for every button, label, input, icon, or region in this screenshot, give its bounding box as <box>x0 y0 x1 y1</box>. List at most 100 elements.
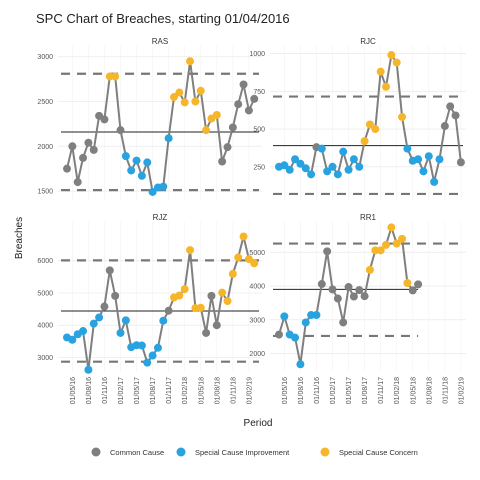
point-special-concern <box>376 246 385 255</box>
legend: Common Cause Special Cause Improvement Spe… <box>91 447 418 457</box>
point-common-cause <box>111 291 120 300</box>
point-special-improvement <box>291 155 300 164</box>
point-special-concern <box>223 297 232 306</box>
chart-title: SPC Chart of Breaches, starting 01/04/20… <box>36 11 290 26</box>
point-special-improvement <box>333 170 342 179</box>
legend-marker <box>91 447 101 457</box>
legend-label: Special Cause Improvement <box>195 448 290 457</box>
point-common-cause <box>228 123 237 132</box>
point-special-improvement <box>159 316 168 325</box>
point-special-concern <box>186 57 195 66</box>
point-special-improvement <box>349 155 358 164</box>
panels: RAS 1500 2000 2500 3000 RJC 250 500 750 1000 RJZ 30… <box>37 37 466 404</box>
point-special-improvement <box>414 155 423 164</box>
x-tick-label: 01/05/17 <box>134 377 141 404</box>
point-special-improvement <box>301 164 310 173</box>
point-special-concern <box>376 67 385 76</box>
point-common-cause <box>84 138 93 147</box>
point-special-improvement <box>137 341 146 350</box>
point-special-concern <box>218 288 227 297</box>
point-special-improvement <box>127 166 136 175</box>
point-special-concern <box>365 120 374 129</box>
point-special-improvement <box>89 319 98 328</box>
point-common-cause <box>79 153 88 162</box>
x-tick-label: 01/11/17 <box>378 377 385 404</box>
x-tick-label: 01/11/16 <box>102 377 109 404</box>
point-special-improvement <box>424 152 433 161</box>
point-special-concern <box>403 279 412 288</box>
point-common-cause <box>414 280 423 289</box>
point-common-cause <box>244 106 253 115</box>
point-special-concern <box>387 51 396 60</box>
point-special-improvement <box>79 327 88 336</box>
point-special-improvement <box>143 358 152 367</box>
point-common-cause <box>164 306 173 315</box>
point-special-improvement <box>137 171 146 180</box>
point-special-improvement <box>419 167 428 176</box>
point-common-cause <box>68 142 77 151</box>
point-special-improvement <box>159 182 168 191</box>
point-special-improvement <box>430 177 439 186</box>
x-tick-label: 01/02/19 <box>246 377 253 404</box>
point-common-cause <box>360 292 369 301</box>
point-special-concern <box>392 239 401 248</box>
point-common-cause <box>116 126 125 135</box>
point-special-improvement <box>435 155 444 164</box>
series-line <box>278 52 462 183</box>
panel-rr1: RR1 2000 3000 4000 5000 <box>249 213 466 372</box>
y-tick-label: 750 <box>253 89 265 96</box>
point-special-improvement <box>84 365 93 374</box>
x-tick-label: 01/05/16 <box>282 377 289 404</box>
point-common-cause <box>212 321 221 330</box>
y-tick-label: 250 <box>253 164 265 171</box>
point-special-concern <box>170 93 178 102</box>
point-common-cause <box>89 145 98 154</box>
point-common-cause <box>223 143 232 152</box>
x-tick-label: 01/05/18 <box>198 377 205 404</box>
point-special-concern <box>398 234 407 243</box>
point-special-improvement <box>280 161 289 170</box>
point-common-cause <box>317 280 326 289</box>
x-tick-label: 01/11/18 <box>230 377 237 404</box>
point-special-concern <box>382 82 390 91</box>
point-special-improvement <box>317 144 326 153</box>
panel-rjz: RJZ 3000 4000 5000 6000 <box>37 213 262 374</box>
point-special-improvement <box>148 187 157 196</box>
point-common-cause <box>207 291 216 300</box>
x-tick-label: 01/08/16 <box>298 377 305 404</box>
y-tick-label: 1500 <box>37 189 53 196</box>
point-special-improvement <box>285 165 294 174</box>
point-special-concern <box>196 303 205 312</box>
point-special-concern <box>360 137 369 146</box>
x-tick-label: 01/02/19 <box>458 377 465 404</box>
x-tick-label: 01/08/17 <box>150 377 157 404</box>
point-common-cause <box>446 102 455 111</box>
point-special-concern <box>392 58 401 67</box>
point-special-concern <box>228 269 237 278</box>
point-special-concern <box>382 240 390 249</box>
point-special-concern <box>180 98 189 107</box>
point-common-cause <box>239 80 248 89</box>
point-special-improvement <box>148 351 157 360</box>
point-common-cause <box>323 247 332 256</box>
point-common-cause <box>355 286 364 295</box>
point-special-improvement <box>312 311 321 320</box>
point-special-improvement <box>95 313 104 322</box>
point-common-cause <box>440 122 449 131</box>
y-tick-label: 5000 <box>249 250 265 257</box>
point-special-improvement <box>339 147 348 156</box>
panel-label: RJC <box>360 37 376 46</box>
point-special-concern <box>180 285 189 294</box>
panel-rjc: RJC 250 500 750 1000 <box>249 37 466 200</box>
x-tick-label: 01/08/18 <box>426 377 433 404</box>
x-tick-label: 01/02/18 <box>182 377 189 404</box>
panel-label: RJZ <box>153 213 168 222</box>
y-tick-label: 3000 <box>249 317 265 324</box>
point-special-improvement <box>296 159 305 168</box>
x-tick-label: 01/08/16 <box>86 377 93 404</box>
point-common-cause <box>250 94 259 103</box>
point-common-cause <box>456 158 465 167</box>
x-tick-label: 01/05/18 <box>410 377 417 404</box>
point-common-cause <box>73 178 82 187</box>
